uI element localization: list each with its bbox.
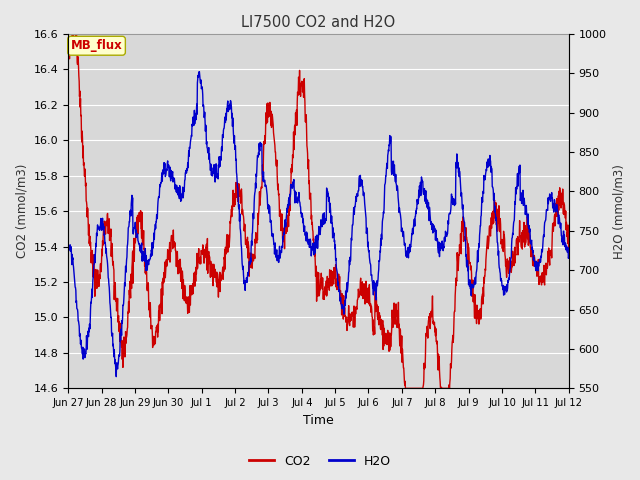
Line: H2O: H2O [68,72,569,377]
CO2 [565,251,573,256]
H2O [350,205,358,211]
H2O [196,69,204,74]
CO2 [287,165,295,171]
H2O [113,374,120,380]
H2O [277,248,285,254]
Line: CO2: CO2 [68,16,569,388]
CO2 [124,324,131,330]
CO2 [296,81,304,86]
H2O [565,253,573,259]
CO2 [72,13,79,19]
Y-axis label: H2O (mmol/m3): H2O (mmol/m3) [612,164,625,259]
H2O [103,254,111,260]
H2O [124,241,131,247]
Text: MB_flux: MB_flux [70,39,122,52]
CO2 [277,228,285,233]
X-axis label: Time: Time [303,414,334,427]
CO2 [401,385,409,391]
H2O [297,204,305,210]
CO2 [349,324,357,330]
Y-axis label: CO2 (mmol/m3): CO2 (mmol/m3) [15,164,28,258]
Title: LI7500 CO2 and H2O: LI7500 CO2 and H2O [241,15,396,30]
Legend: CO2, H2O: CO2, H2O [244,450,396,473]
H2O [288,182,296,188]
CO2 [104,212,111,218]
H2O [64,248,72,254]
CO2 [64,42,72,48]
